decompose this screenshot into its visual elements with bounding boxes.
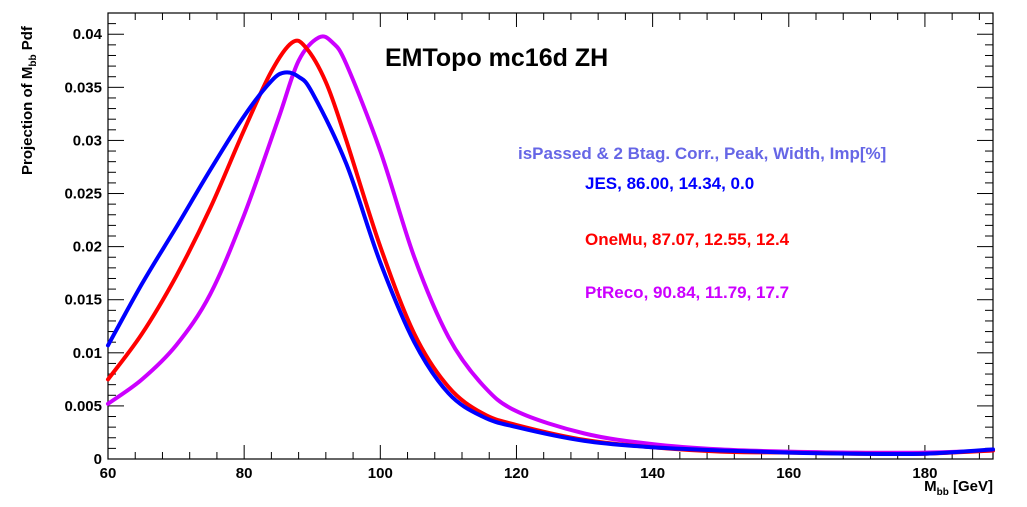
tick-labels: 60 80 100 120 140 160 180 0 0.005 0.01 0.015 0.02 0.…: [64, 26, 937, 482]
legend-entry-jes: JES, 86.00, 14.34, 0.0: [585, 174, 754, 193]
x-tick-label: 180: [912, 465, 937, 482]
plot-frame: [107, 12, 994, 460]
y-axis-label: Projection of Mbb Pdf: [19, 25, 39, 175]
y-tick-label: 0.015: [64, 292, 102, 309]
curves: [106, 34, 995, 457]
x-tick-label: 140: [640, 465, 665, 482]
y-tick-label: 0.02: [73, 239, 102, 256]
y-tick-label: 0.01: [73, 345, 102, 362]
series-line-0: [106, 70, 995, 457]
chart-title: EMTopo mc16d ZH: [385, 44, 608, 72]
series-line-2: [106, 34, 995, 455]
legend-header: isPassed & 2 Btag. Corr., Peak, Width, I…: [518, 144, 886, 163]
x-tick-label: 60: [100, 465, 117, 482]
y-tick-label: 0.03: [73, 132, 102, 149]
y-tick-label: 0.025: [64, 186, 102, 203]
legend-entry-onemu: OneMu, 87.07, 12.55, 12.4: [585, 230, 790, 249]
y-tick-label: 0.04: [73, 26, 103, 43]
x-tick-label: 80: [236, 465, 253, 482]
x-tick-label: 160: [776, 465, 801, 482]
y-tick-label: 0.005: [64, 398, 102, 415]
x-tick-label: 100: [368, 465, 393, 482]
axis-ticks: [107, 12, 993, 460]
x-tick-label: 120: [504, 465, 529, 482]
legend-entry-ptreco: PtReco, 90.84, 11.79, 17.7: [585, 283, 789, 302]
y-tick-label: 0.035: [64, 79, 102, 96]
y-tick-label: 0: [94, 451, 102, 468]
x-axis-label: Mbb [GeV]: [924, 478, 993, 498]
series-line-1: [106, 38, 995, 456]
